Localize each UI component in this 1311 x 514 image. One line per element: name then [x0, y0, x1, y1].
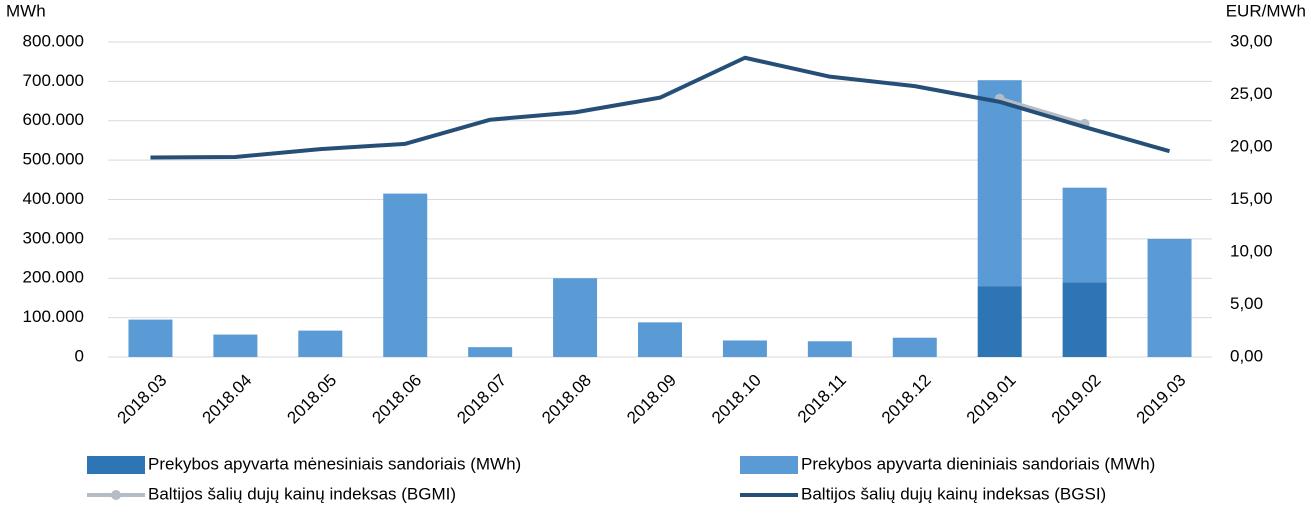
y2-axis-label: EUR/MWh — [1226, 1, 1306, 20]
bar — [1062, 187, 1107, 283]
x-tick-label: 2018.07 — [453, 371, 510, 428]
y-axis-label: MWh — [6, 1, 46, 20]
x-tick-label: 2019.02 — [1048, 371, 1105, 428]
bar — [807, 341, 852, 357]
y2-tick-label: 15,00 — [1230, 189, 1273, 208]
y-tick-label: 400.000 — [23, 189, 84, 208]
y2-tick-label: 30,00 — [1230, 31, 1273, 50]
x-tick-label: 2018.08 — [538, 371, 595, 428]
line — [150, 55, 1171, 160]
x-tick-label: 2018.09 — [623, 371, 680, 428]
bar — [1147, 238, 1192, 357]
y-tick-label: 200.000 — [23, 268, 84, 287]
x-tick-label: 2018.10 — [708, 371, 765, 428]
y2-tick-label: 10,00 — [1230, 241, 1273, 260]
x-tick-label: 2018.06 — [368, 371, 425, 428]
bar — [128, 319, 173, 357]
bar — [298, 330, 343, 357]
line — [999, 96, 1086, 126]
x-tick-label: 2019.03 — [1133, 371, 1190, 428]
y-tick-label: 800.000 — [23, 31, 84, 50]
bar — [383, 193, 428, 357]
bar — [892, 337, 937, 357]
y-tick-label: 500.000 — [23, 150, 84, 169]
y2-tick-label: 20,00 — [1230, 136, 1273, 155]
x-tick-label: 2018.05 — [283, 371, 340, 428]
bar — [722, 340, 767, 357]
bar — [213, 334, 258, 357]
y-tick-label: 600.000 — [23, 110, 84, 129]
y-tick-label: 300.000 — [23, 228, 84, 247]
bar — [977, 286, 1022, 357]
y-tick-label: 100.000 — [23, 307, 84, 326]
x-tick-label: 2019.01 — [963, 371, 1020, 428]
legend-marker — [111, 490, 121, 500]
y-tick-label: 0 — [75, 346, 84, 365]
x-tick-label: 2018.11 — [794, 371, 850, 427]
bar — [468, 347, 513, 357]
x-tick-label: 2018.12 — [878, 371, 935, 428]
legend-swatch — [740, 456, 798, 474]
legend-label: Prekybos apyvarta mėnesiniais sandoriais… — [148, 454, 521, 473]
bar — [977, 80, 1022, 287]
y2-tick-label: 0,00 — [1230, 346, 1263, 365]
y2-tick-label: 5,00 — [1230, 294, 1263, 313]
legend-label: Prekybos apyvarta dieniniais sandoriais … — [801, 454, 1155, 473]
y-tick-label: 700.000 — [23, 71, 84, 90]
bar — [1062, 282, 1107, 357]
legend-label: Baltijos šalių dujų kainų indeksas (BGSI… — [801, 484, 1106, 503]
bar — [638, 322, 682, 357]
legend-label: Baltijos šalių dujų kainų indeksas (BGMI… — [148, 484, 456, 503]
bar — [553, 278, 598, 357]
x-tick-label: 2018.04 — [198, 371, 255, 428]
legend-swatch — [87, 456, 145, 474]
y2-tick-label: 25,00 — [1230, 84, 1273, 103]
x-tick-label: 2018.03 — [114, 371, 171, 428]
